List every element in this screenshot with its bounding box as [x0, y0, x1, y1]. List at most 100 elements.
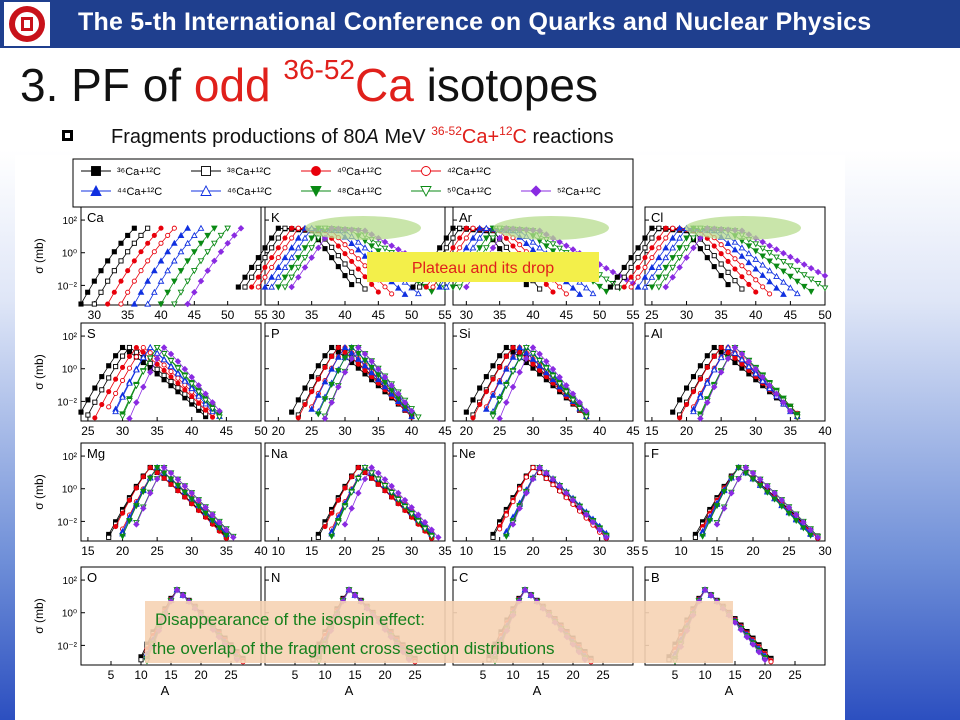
data-point	[542, 243, 550, 250]
panel-element-label: N	[271, 570, 280, 585]
data-point	[217, 232, 225, 239]
data-point	[563, 382, 570, 389]
data-point	[133, 399, 140, 406]
x-tick-label: 15	[81, 544, 95, 558]
data-point	[596, 526, 603, 533]
data-point	[195, 382, 202, 389]
data-point	[335, 383, 342, 391]
x-tick-label: 50	[818, 308, 832, 322]
data-point	[85, 397, 91, 403]
data-point	[800, 272, 808, 279]
data-point	[342, 242, 348, 248]
data-point	[154, 470, 160, 476]
panel-frame	[80, 442, 262, 542]
data-point	[649, 225, 655, 231]
x-tick-label: 15	[164, 668, 178, 682]
data-point	[242, 274, 248, 280]
data-point	[125, 289, 131, 295]
data-point	[106, 389, 112, 395]
data-point	[676, 255, 683, 262]
x-tick-label: 10	[272, 544, 286, 558]
data-point	[131, 225, 137, 231]
x-tick-label: 20	[272, 424, 286, 438]
x-tick-label: 25	[150, 544, 164, 558]
series-4	[308, 343, 416, 419]
series-8	[509, 464, 610, 541]
data-point	[704, 364, 710, 370]
data-point	[204, 232, 212, 239]
series-8	[184, 224, 245, 308]
data-point	[537, 367, 543, 373]
data-point	[147, 350, 153, 356]
data-point	[361, 475, 369, 483]
series-line	[499, 466, 600, 533]
data-point	[463, 235, 469, 241]
data-point	[549, 373, 557, 380]
data-point	[718, 251, 724, 257]
data-point	[732, 266, 738, 272]
data-point	[269, 235, 275, 241]
data-point	[415, 511, 422, 518]
slide-title: 3. PF of odd 36-52Ca isotopes	[20, 56, 598, 112]
data-point	[395, 390, 402, 398]
banner-title: The 5-th International Conference on Qua…	[78, 8, 872, 36]
data-point	[138, 232, 144, 238]
x-tick-label: 30	[680, 308, 694, 322]
panel-frame	[264, 442, 446, 542]
data-point	[342, 485, 348, 491]
data-point	[315, 244, 322, 252]
data-point	[710, 366, 718, 373]
data-point	[749, 641, 757, 648]
data-point	[118, 258, 124, 264]
data-point	[295, 225, 301, 231]
data-point	[759, 253, 767, 260]
data-point	[368, 358, 375, 365]
data-point	[118, 278, 124, 284]
data-point	[349, 258, 355, 264]
data-point	[288, 274, 296, 281]
data-point	[78, 409, 84, 415]
x-tick-label: 45	[626, 424, 640, 438]
data-point	[388, 490, 396, 497]
data-point	[282, 225, 288, 231]
data-point	[314, 235, 322, 242]
legend-marker	[311, 166, 321, 176]
title-element: Ca	[355, 59, 414, 111]
data-point	[133, 503, 140, 510]
data-point	[126, 415, 133, 422]
data-point	[301, 255, 309, 262]
x-tick-label: 25	[788, 668, 802, 682]
data-point	[138, 249, 144, 255]
data-point	[663, 225, 669, 231]
data-point	[648, 273, 656, 280]
data-point	[249, 274, 255, 280]
data-point	[482, 224, 490, 231]
data-point	[482, 405, 490, 412]
data-point	[210, 240, 218, 247]
data-point	[189, 398, 195, 404]
data-point	[756, 482, 764, 490]
data-point	[787, 273, 794, 280]
data-point	[119, 413, 126, 420]
x-tick-label: 35	[493, 308, 507, 322]
data-point	[476, 224, 484, 231]
data-point	[381, 383, 389, 390]
data-point	[711, 253, 717, 259]
y-tick-label: 10⁰	[62, 365, 77, 376]
y-tick-label: 10²	[63, 576, 78, 587]
x-tick-label: 20	[680, 424, 694, 438]
data-point	[381, 483, 389, 490]
panel-element-label: Ne	[459, 446, 476, 461]
panel-element-label: Cl	[651, 210, 663, 225]
data-point	[718, 242, 724, 248]
data-point	[106, 363, 112, 369]
data-point	[355, 464, 361, 471]
series-4	[130, 224, 192, 307]
data-point	[436, 283, 444, 290]
data-point	[428, 533, 436, 540]
data-point	[160, 344, 168, 351]
data-point	[662, 274, 670, 281]
panel-frame	[452, 442, 634, 542]
data-point	[322, 364, 328, 370]
series-1	[91, 225, 151, 307]
